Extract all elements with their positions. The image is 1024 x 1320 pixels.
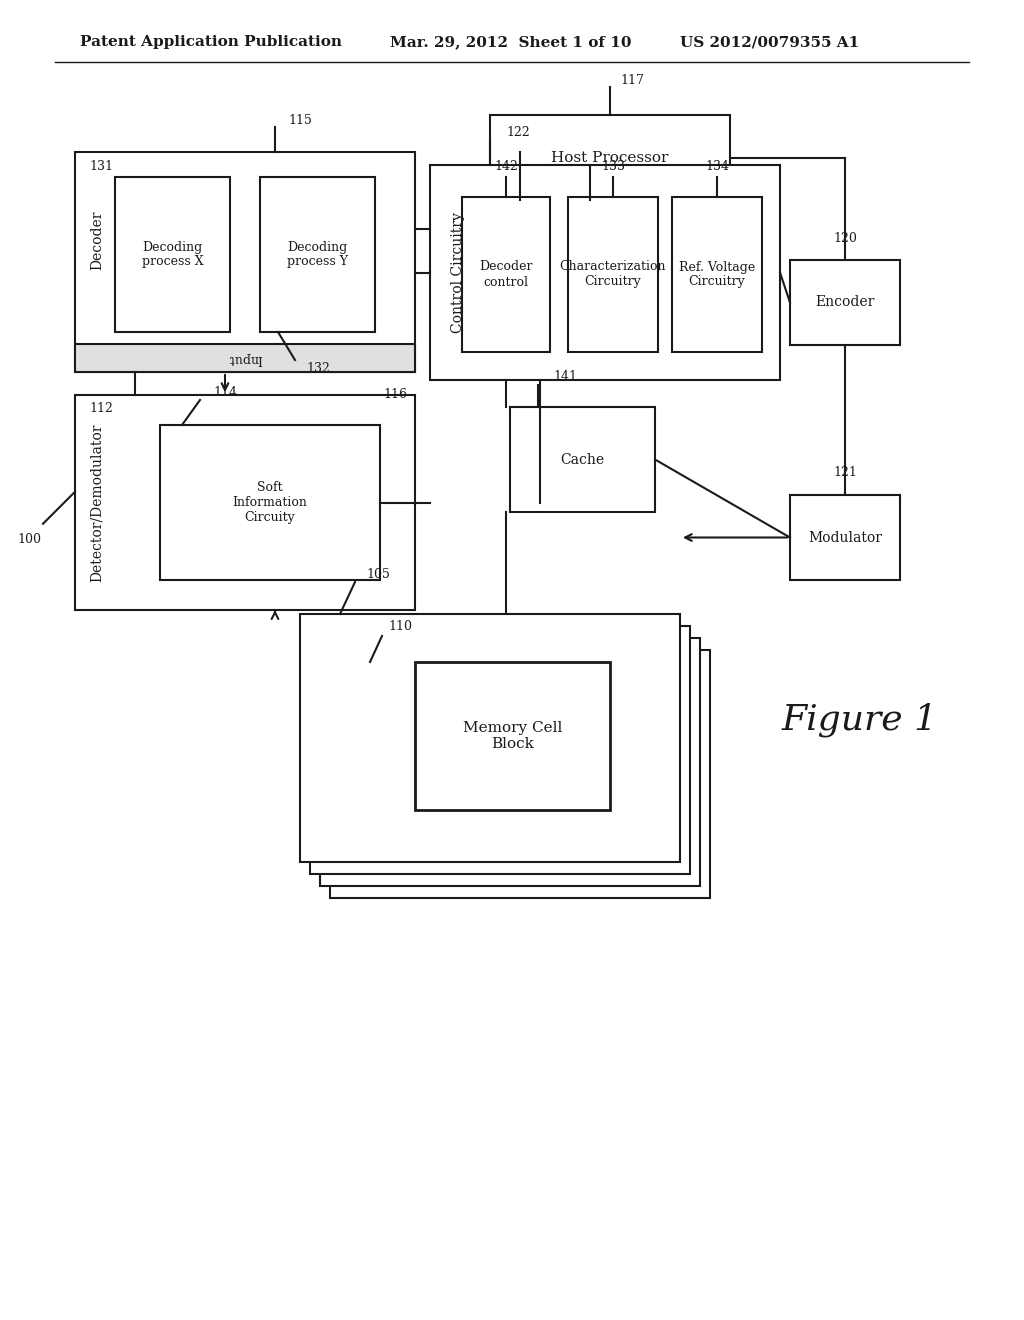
Text: Decoding
process X: Decoding process X bbox=[141, 240, 204, 268]
Text: Figure 1: Figure 1 bbox=[782, 702, 938, 738]
FancyBboxPatch shape bbox=[430, 165, 780, 380]
Text: 116: 116 bbox=[383, 388, 407, 400]
Text: 121: 121 bbox=[834, 466, 857, 479]
Text: 110: 110 bbox=[388, 619, 412, 632]
Text: Detector/Demodulator: Detector/Demodulator bbox=[90, 424, 104, 582]
Text: Cache: Cache bbox=[560, 453, 604, 466]
FancyBboxPatch shape bbox=[75, 152, 415, 372]
Text: 131: 131 bbox=[89, 160, 113, 173]
Text: Patent Application Publication: Patent Application Publication bbox=[80, 36, 342, 49]
FancyBboxPatch shape bbox=[300, 614, 680, 862]
FancyBboxPatch shape bbox=[75, 395, 415, 610]
Text: 105: 105 bbox=[366, 568, 390, 581]
FancyBboxPatch shape bbox=[260, 177, 375, 333]
Text: 133: 133 bbox=[601, 161, 625, 173]
FancyBboxPatch shape bbox=[415, 663, 610, 810]
Text: Control Circuitry: Control Circuitry bbox=[451, 213, 465, 333]
FancyBboxPatch shape bbox=[319, 638, 700, 886]
FancyBboxPatch shape bbox=[160, 425, 380, 579]
Text: Characterization
Circuitry: Characterization Circuitry bbox=[560, 260, 667, 289]
Text: Decoder: Decoder bbox=[90, 210, 104, 269]
FancyBboxPatch shape bbox=[75, 345, 415, 372]
Text: Memory Cell
Block: Memory Cell Block bbox=[463, 721, 562, 751]
Text: US 2012/0079355 A1: US 2012/0079355 A1 bbox=[680, 36, 859, 49]
FancyBboxPatch shape bbox=[790, 495, 900, 579]
FancyBboxPatch shape bbox=[330, 649, 710, 898]
Text: Decoding
process Y: Decoding process Y bbox=[287, 240, 348, 268]
Text: 114: 114 bbox=[213, 385, 237, 399]
FancyBboxPatch shape bbox=[672, 197, 762, 352]
Text: 112: 112 bbox=[89, 403, 113, 416]
Text: 115: 115 bbox=[288, 114, 312, 127]
FancyBboxPatch shape bbox=[568, 197, 658, 352]
Text: Ref. Voltage
Circuitry: Ref. Voltage Circuitry bbox=[679, 260, 755, 289]
Text: Decoder
control: Decoder control bbox=[479, 260, 532, 289]
Text: Mar. 29, 2012  Sheet 1 of 10: Mar. 29, 2012 Sheet 1 of 10 bbox=[390, 36, 632, 49]
Text: 122: 122 bbox=[506, 127, 529, 140]
Text: Soft
Information
Circuity: Soft Information Circuity bbox=[232, 480, 307, 524]
Text: 132: 132 bbox=[306, 362, 330, 375]
Text: 134: 134 bbox=[705, 161, 729, 173]
FancyBboxPatch shape bbox=[310, 626, 690, 874]
Text: 120: 120 bbox=[834, 231, 857, 244]
Text: 100: 100 bbox=[17, 533, 41, 546]
FancyBboxPatch shape bbox=[510, 407, 655, 512]
FancyBboxPatch shape bbox=[115, 177, 230, 333]
Text: Modulator: Modulator bbox=[808, 531, 882, 544]
Text: 141: 141 bbox=[553, 371, 577, 384]
FancyBboxPatch shape bbox=[790, 260, 900, 345]
Text: Encoder: Encoder bbox=[815, 296, 874, 309]
Text: Host Processor: Host Processor bbox=[551, 150, 669, 165]
Text: Input: Input bbox=[228, 351, 262, 364]
FancyBboxPatch shape bbox=[462, 197, 550, 352]
Text: 142: 142 bbox=[494, 161, 518, 173]
Text: 117: 117 bbox=[621, 74, 644, 87]
FancyBboxPatch shape bbox=[490, 115, 730, 201]
